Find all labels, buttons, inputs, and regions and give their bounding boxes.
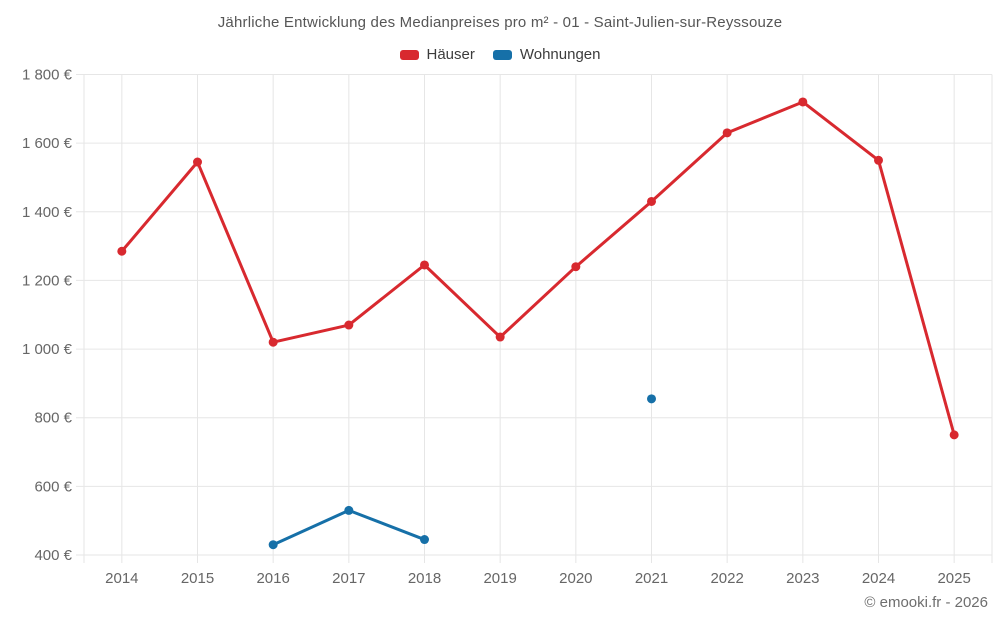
y-axis-tick-label: 1 800 € [22,67,73,84]
legend-label-haeuser: Häuser [426,46,475,63]
data-point[interactable] [495,332,505,342]
y-axis-tick-label: 1 200 € [22,272,73,289]
y-axis-tick-label: 400 € [34,547,72,564]
x-axis-tick-label: 2016 [256,570,289,587]
copyright: © emooki.fr - 2026 [864,594,988,611]
x-axis-tick-label: 2023 [786,570,819,587]
series-line [120,100,956,437]
x-axis-tick-label: 2025 [937,570,970,587]
x-axis-tick-label: 2018 [408,570,441,587]
y-axis-tick-label: 1 400 € [22,204,73,221]
legend-label-wohnungen: Wohnungen [519,46,601,63]
data-point[interactable] [193,157,202,167]
data-point[interactable] [647,394,656,404]
y-axis-tick-label: 600 € [34,478,72,495]
y-axis-tick-label: 1 000 € [22,341,73,358]
x-axis-tick-label: 2019 [483,570,516,587]
x-axis-tick-label: 2024 [862,570,895,587]
data-point[interactable] [344,320,354,330]
data-point[interactable] [420,260,429,270]
legend: Häuser Wohnungen [0,46,1000,63]
data-point[interactable] [268,337,278,347]
data-point[interactable] [344,505,354,515]
legend-item-haeuser[interactable]: Häuser [399,46,475,63]
data-point[interactable] [722,128,732,138]
x-axis-tick-label: 2015 [181,570,214,587]
x-axis-tick-label: 2022 [710,570,743,587]
x-axis-tick-label: 2021 [635,570,668,587]
y-axis-tick-label: 800 € [34,410,72,427]
data-point[interactable] [647,196,656,206]
data-point[interactable] [874,155,883,165]
y-axis-tick-label: 1 600 € [22,135,73,152]
x-axis-tick-label: 2017 [332,570,365,587]
data-point[interactable] [268,540,278,550]
data-point[interactable] [798,97,808,107]
haeuser-series-swatch-icon [399,49,419,60]
x-axis-tick-label: 2014 [105,570,138,587]
data-point[interactable] [117,246,127,256]
x-axis-tick-label: 2020 [559,570,592,587]
data-point[interactable] [571,262,581,272]
data-point[interactable] [420,535,429,545]
data-point[interactable] [949,430,959,440]
chart-title: Jährliche Entwicklung des Medianpreises … [217,14,783,31]
wohnungen-series-swatch-icon [492,49,512,60]
legend-item-wohnungen[interactable]: Wohnungen [492,46,601,63]
